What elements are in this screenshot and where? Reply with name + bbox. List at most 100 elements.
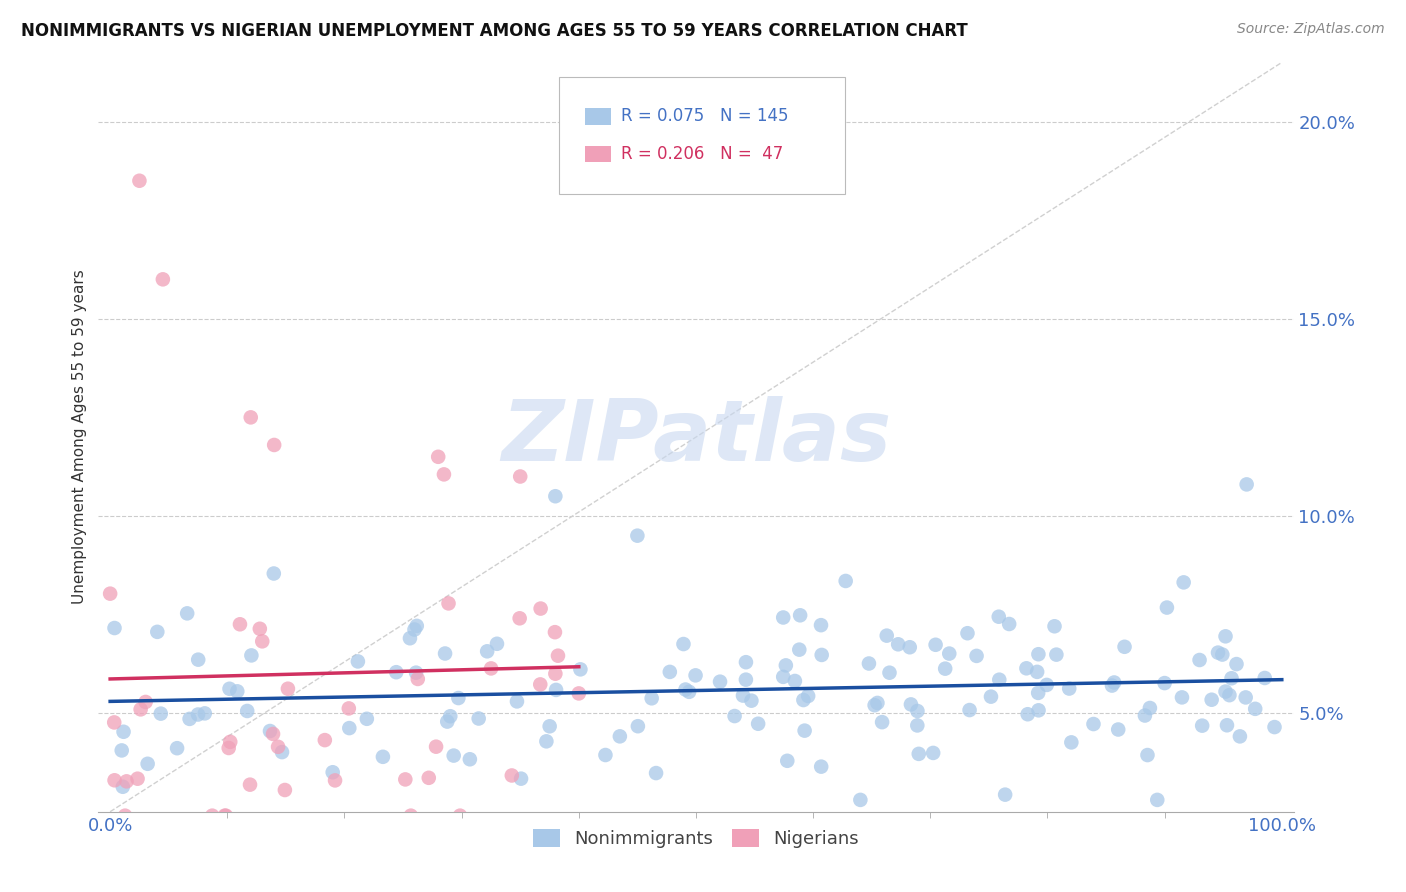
Nonimmigrants bbox=[1211, 648, 1233, 662]
Nigerians bbox=[215, 808, 238, 822]
Nonimmigrants bbox=[987, 609, 1010, 624]
Nigerians bbox=[103, 715, 125, 730]
Nonimmigrants bbox=[685, 668, 707, 682]
Nonimmigrants bbox=[1171, 690, 1194, 705]
Nonimmigrants bbox=[569, 662, 592, 676]
Nigerians bbox=[394, 772, 416, 787]
Nonimmigrants bbox=[959, 703, 981, 717]
Nonimmigrants bbox=[1101, 679, 1123, 693]
Nigerians bbox=[568, 686, 591, 700]
Nonimmigrants bbox=[776, 754, 799, 768]
Nonimmigrants bbox=[1045, 648, 1067, 662]
Nigerians bbox=[201, 808, 224, 822]
Nonimmigrants bbox=[898, 640, 921, 655]
Nonimmigrants bbox=[506, 694, 529, 708]
Nonimmigrants bbox=[988, 673, 1011, 687]
Nonimmigrants bbox=[1133, 708, 1156, 723]
Nigerians bbox=[544, 666, 567, 681]
Nonimmigrants bbox=[998, 617, 1021, 632]
Nigerians bbox=[229, 617, 252, 632]
Nonimmigrants bbox=[783, 673, 806, 688]
Nonimmigrants bbox=[1139, 701, 1161, 715]
Nonimmigrants bbox=[194, 706, 217, 721]
Nonimmigrants bbox=[271, 745, 294, 759]
Nonimmigrants bbox=[595, 747, 617, 762]
Nonimmigrants bbox=[1225, 657, 1247, 671]
Nonimmigrants bbox=[259, 724, 281, 739]
Y-axis label: Unemployment Among Ages 55 to 59 years: Unemployment Among Ages 55 to 59 years bbox=[72, 269, 87, 605]
Nonimmigrants bbox=[658, 665, 681, 679]
Nonimmigrants bbox=[1083, 717, 1105, 731]
Nonimmigrants bbox=[834, 574, 856, 588]
Nonimmigrants bbox=[436, 714, 458, 729]
Nonimmigrants bbox=[103, 621, 125, 635]
Nonimmigrants bbox=[136, 756, 159, 771]
Legend: Nonimmigrants, Nigerians: Nonimmigrants, Nigerians bbox=[526, 822, 866, 855]
Nigerians bbox=[509, 611, 531, 625]
Nonimmigrants bbox=[146, 624, 169, 639]
Nonimmigrants bbox=[772, 610, 794, 624]
Nonimmigrants bbox=[609, 730, 631, 744]
Nigerians bbox=[103, 773, 125, 788]
Nonimmigrants bbox=[385, 665, 408, 680]
Nonimmigrants bbox=[866, 696, 889, 710]
Nonimmigrants bbox=[404, 623, 426, 637]
Nigerians bbox=[129, 702, 152, 716]
Nonimmigrants bbox=[1263, 720, 1285, 734]
Nonimmigrants bbox=[645, 766, 668, 780]
Nonimmigrants bbox=[709, 674, 731, 689]
Nonimmigrants bbox=[887, 637, 910, 651]
Nonimmigrants bbox=[1236, 477, 1258, 491]
Nonimmigrants bbox=[627, 719, 650, 733]
Nigerians bbox=[127, 772, 149, 786]
Nigerians bbox=[135, 695, 157, 709]
Nigerians bbox=[433, 467, 456, 482]
Nonimmigrants bbox=[789, 608, 811, 623]
Nigerians bbox=[274, 783, 297, 797]
Nonimmigrants bbox=[678, 685, 700, 699]
Nonimmigrants bbox=[775, 658, 797, 673]
Nonimmigrants bbox=[966, 648, 988, 663]
Nonimmigrants bbox=[544, 682, 567, 697]
Nonimmigrants bbox=[735, 673, 758, 687]
Nonimmigrants bbox=[510, 772, 533, 786]
Text: R = 0.075   N = 145: R = 0.075 N = 145 bbox=[620, 107, 789, 126]
Nonimmigrants bbox=[810, 759, 832, 773]
Nonimmigrants bbox=[1234, 690, 1257, 705]
Nonimmigrants bbox=[337, 721, 360, 735]
Nonimmigrants bbox=[1060, 735, 1083, 749]
Nigerians bbox=[427, 450, 450, 464]
Nonimmigrants bbox=[356, 712, 378, 726]
Nonimmigrants bbox=[810, 618, 832, 632]
Nonimmigrants bbox=[1136, 747, 1159, 762]
Nonimmigrants bbox=[405, 665, 427, 680]
Nonimmigrants bbox=[405, 619, 427, 633]
FancyBboxPatch shape bbox=[585, 145, 612, 162]
Nonimmigrants bbox=[263, 566, 285, 581]
Nonimmigrants bbox=[900, 698, 922, 712]
Nonimmigrants bbox=[1057, 681, 1080, 696]
Nonimmigrants bbox=[399, 632, 422, 646]
Nonimmigrants bbox=[538, 719, 561, 733]
Nigerians bbox=[479, 661, 502, 675]
Nonimmigrants bbox=[1188, 653, 1211, 667]
FancyBboxPatch shape bbox=[585, 108, 612, 125]
Nigerians bbox=[406, 672, 429, 686]
Nonimmigrants bbox=[112, 724, 135, 739]
Nonimmigrants bbox=[179, 712, 201, 726]
Nonimmigrants bbox=[1026, 665, 1049, 679]
Nonimmigrants bbox=[236, 704, 259, 718]
Nigerians bbox=[529, 677, 551, 691]
Nonimmigrants bbox=[723, 709, 745, 723]
Nonimmigrants bbox=[870, 715, 893, 730]
Nonimmigrants bbox=[322, 765, 344, 780]
Text: ZIPatlas: ZIPatlas bbox=[501, 395, 891, 479]
Nonimmigrants bbox=[994, 788, 1017, 802]
Nonimmigrants bbox=[347, 655, 370, 669]
Nigerians bbox=[323, 773, 346, 788]
Nigerians bbox=[267, 739, 290, 754]
Nonimmigrants bbox=[672, 637, 695, 651]
Nonimmigrants bbox=[938, 647, 960, 661]
Nonimmigrants bbox=[787, 642, 810, 657]
Nigerians bbox=[128, 174, 150, 188]
